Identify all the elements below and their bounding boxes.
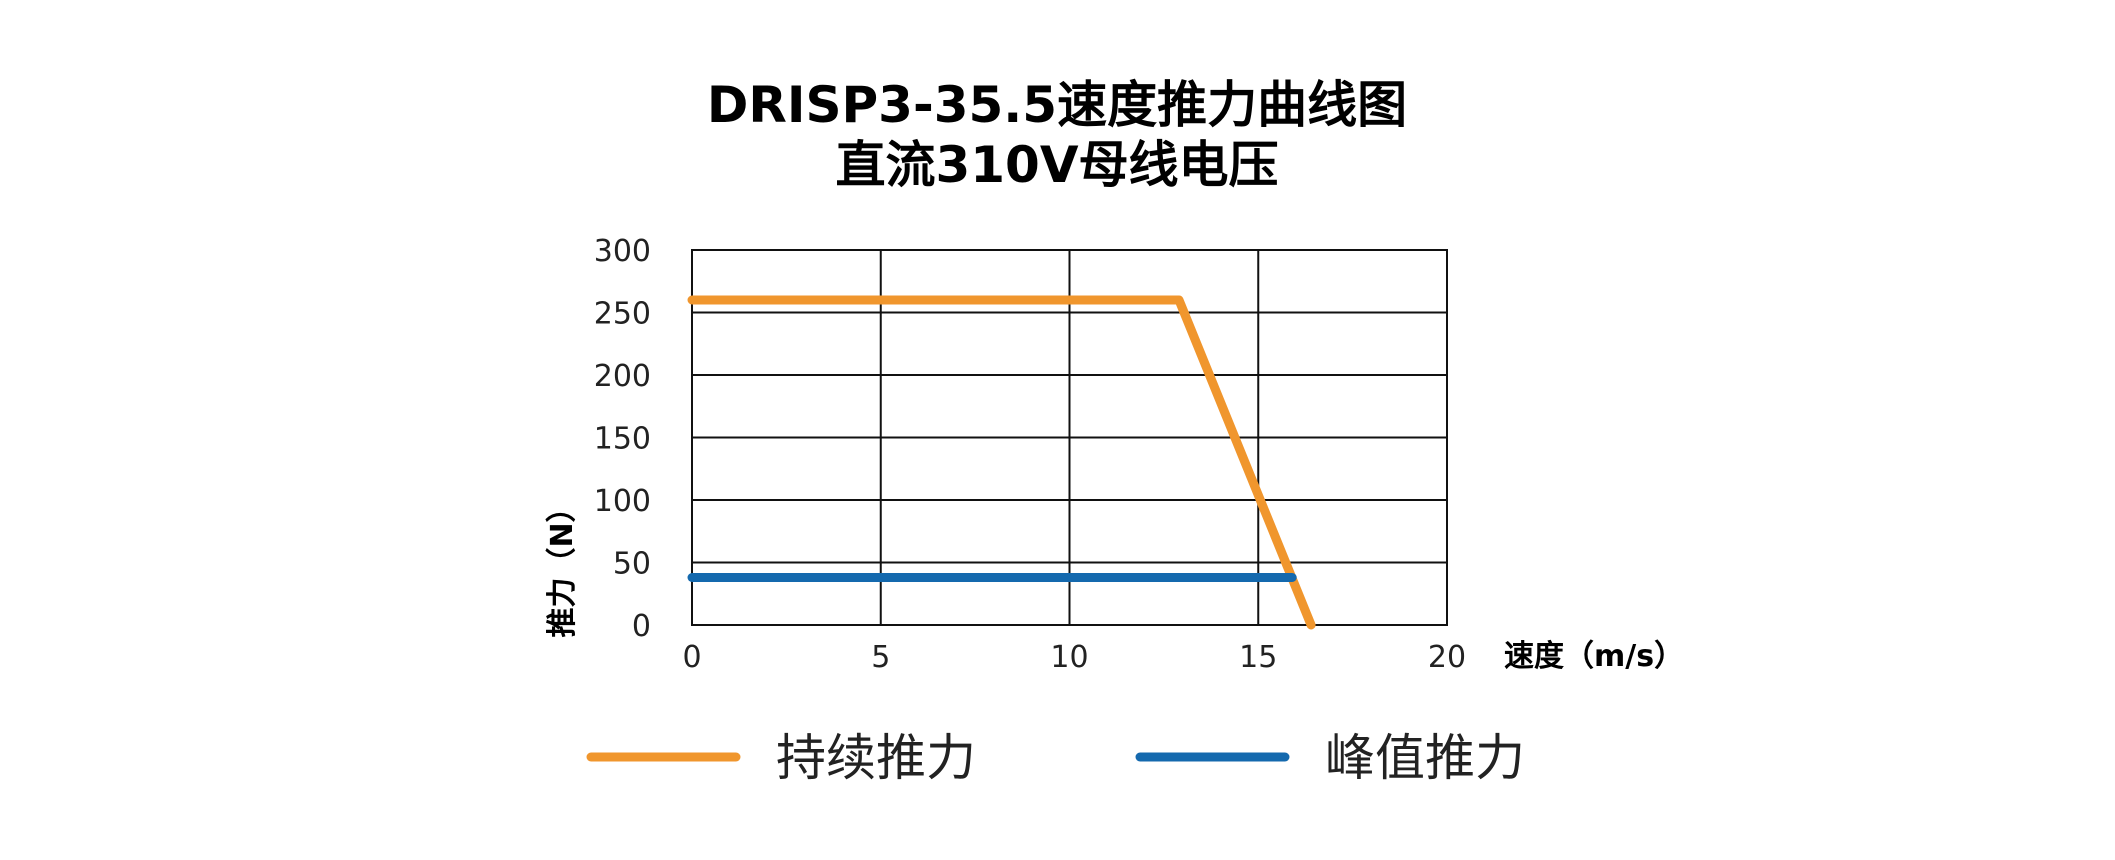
plot-frame	[691, 249, 1448, 626]
series-lines	[687, 295, 1316, 630]
y-tick-label: 50	[613, 547, 651, 582]
legend-label: 峰值推力	[1325, 729, 1525, 787]
grid	[691, 249, 1448, 626]
chart-title-line-2: 直流310V母线电压	[835, 136, 1278, 194]
y-tick-label: 100	[594, 484, 651, 519]
x-tick-label: 20	[1428, 640, 1466, 675]
y-tick-label: 250	[594, 297, 651, 332]
y-tick-label: 150	[594, 422, 651, 457]
y-axis-label: 推力（N）	[545, 492, 580, 637]
y-tick-label: 0	[632, 609, 651, 644]
y-tick-label: 300	[594, 234, 651, 269]
x-axis-label: 速度（m/s）	[1504, 639, 1684, 674]
x-tick-label: 10	[1050, 640, 1088, 675]
legend-label: 持续推力	[776, 729, 976, 787]
x-tick-label: 5	[871, 640, 890, 675]
y-tick-label: 200	[594, 359, 651, 394]
legend: 持续推力 峰值推力	[586, 729, 1525, 787]
x-tick-label: 0	[682, 640, 701, 675]
x-tick-label: 15	[1239, 640, 1277, 675]
series-line-continuous-force	[687, 295, 1316, 630]
chart-title-line-1: DRISP3-35.5速度推力曲线图	[707, 76, 1407, 134]
